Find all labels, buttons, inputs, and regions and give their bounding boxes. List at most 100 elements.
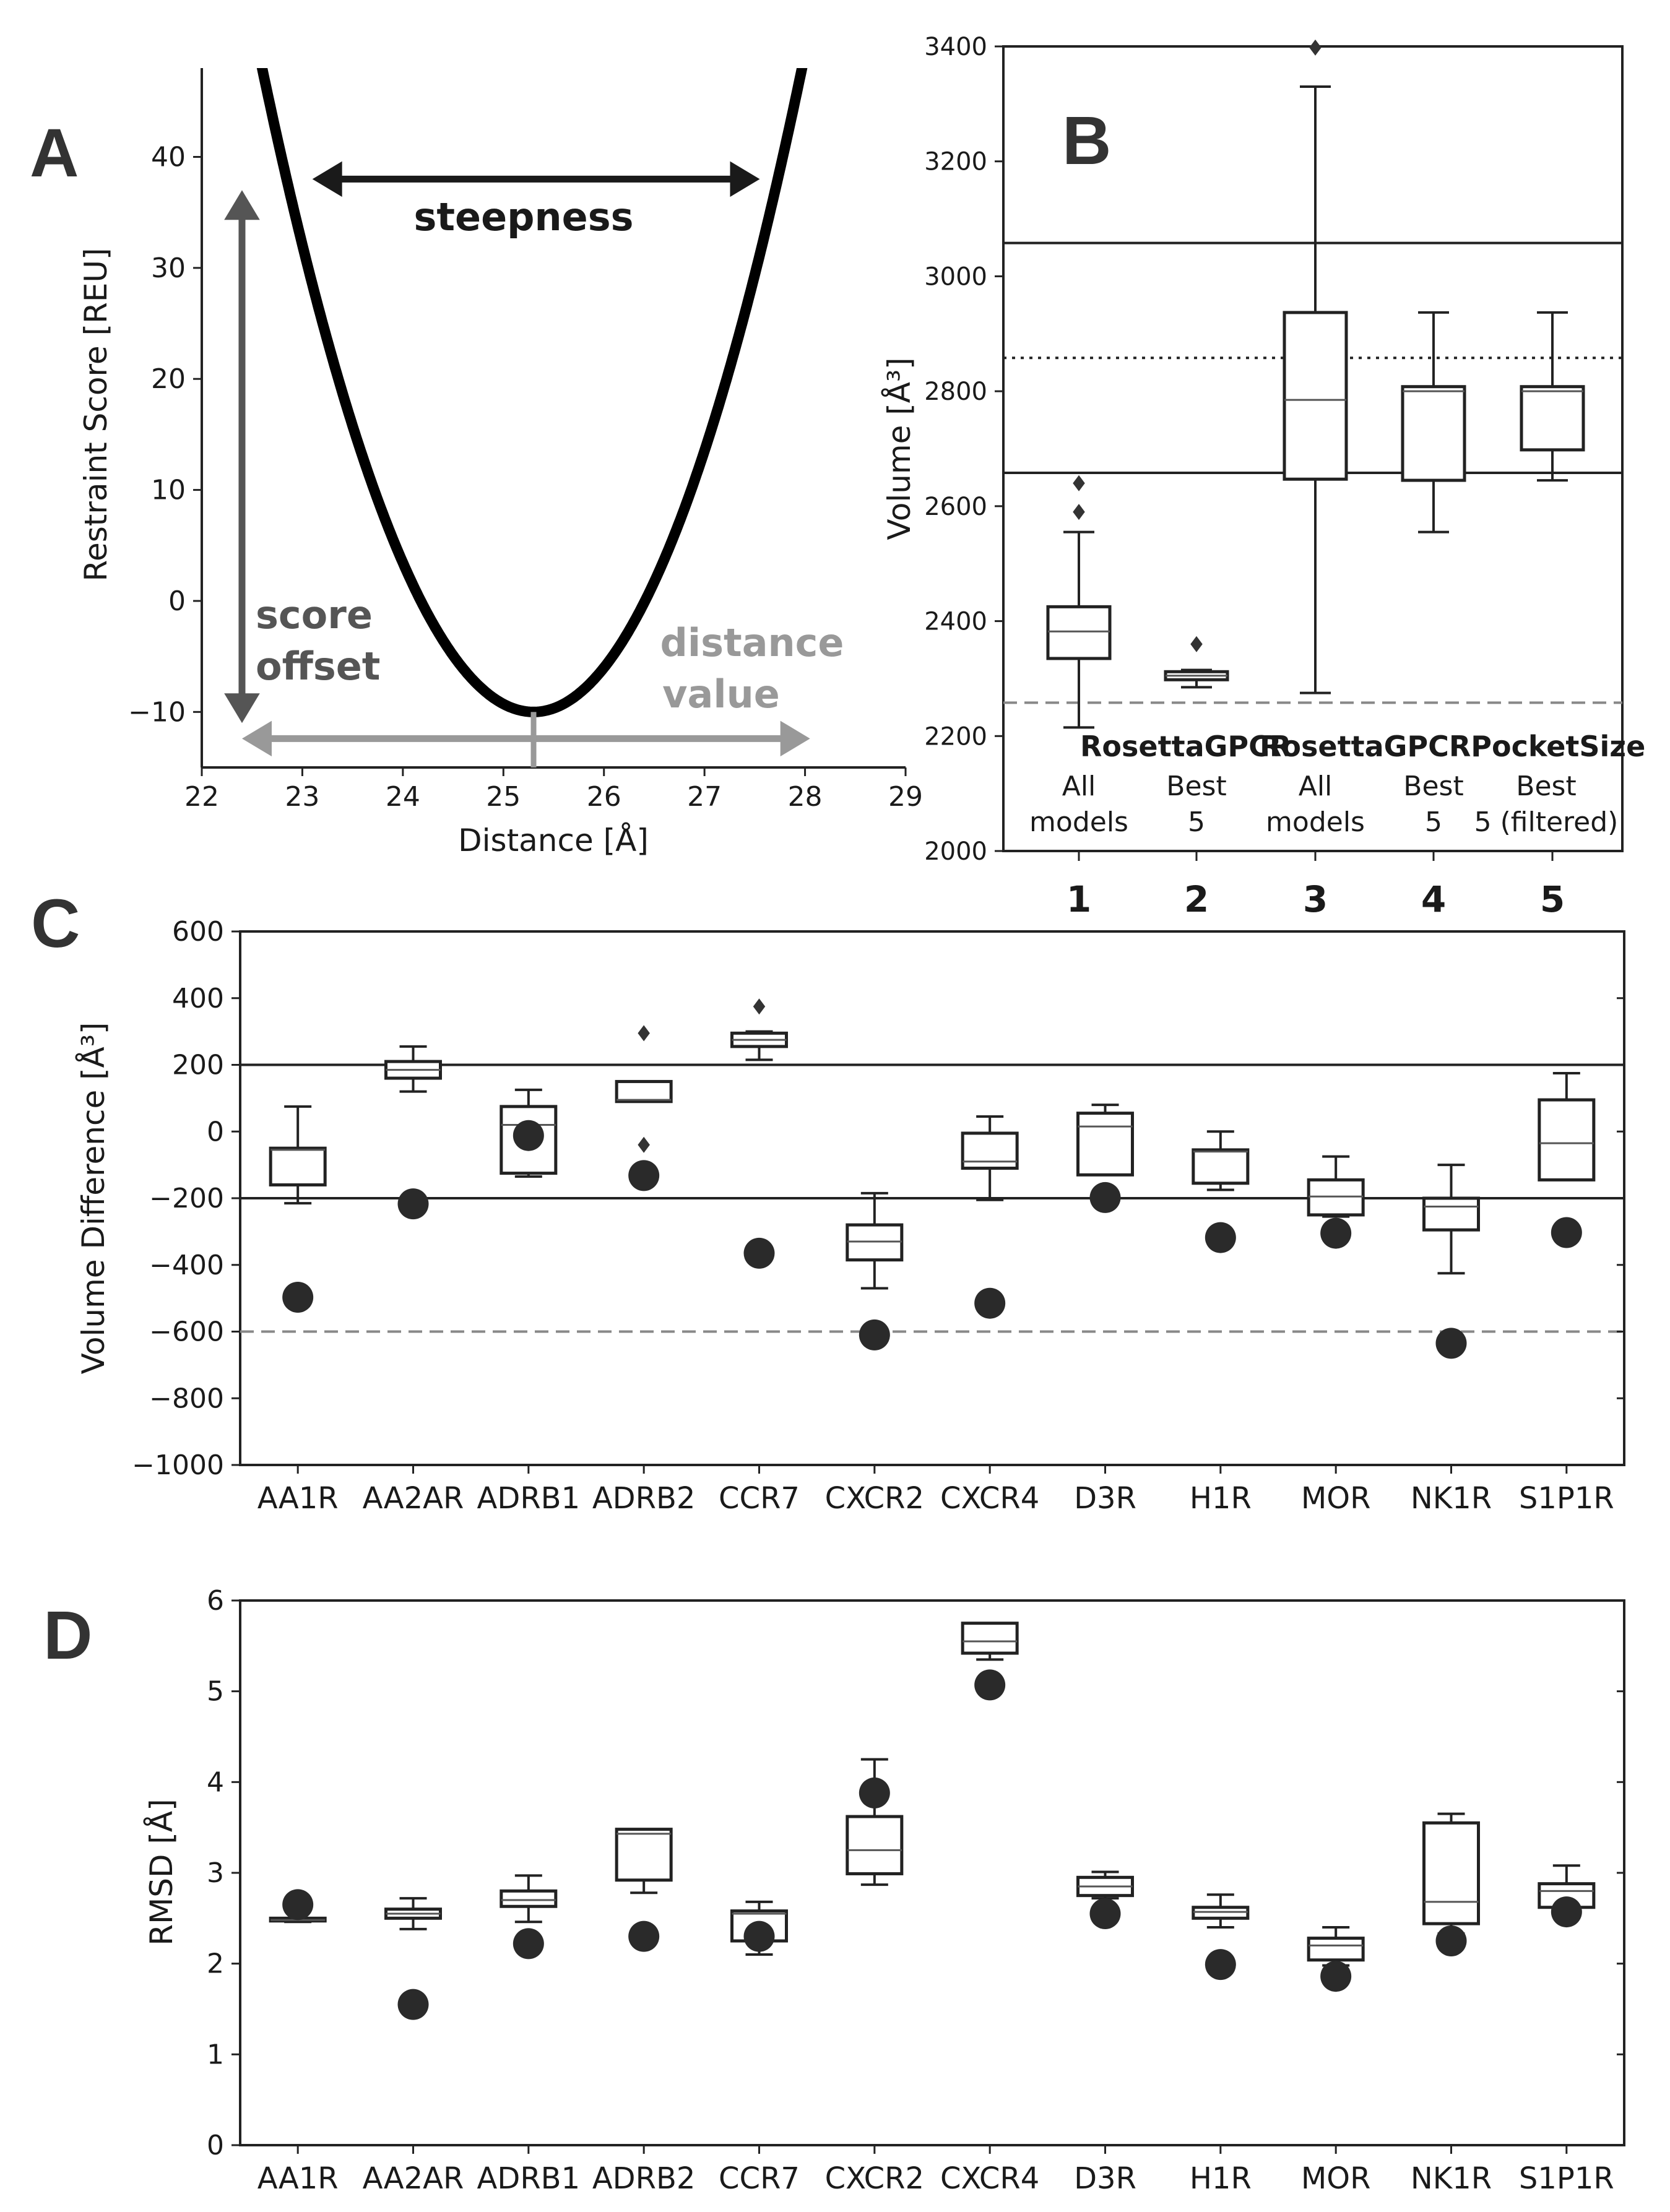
panel-d-category-label: CXCR2 xyxy=(825,2161,924,2196)
score-offset-arrow-head xyxy=(224,693,260,724)
panel-d-point xyxy=(513,1928,544,1959)
panel-d-point xyxy=(743,1920,775,1952)
panel-d-box-body xyxy=(1307,1937,1365,1962)
panel-c-category-label: S1P1R xyxy=(1519,1481,1614,1516)
panel-c-point xyxy=(1205,1222,1236,1253)
panel-b-y-tick-label: 3000 xyxy=(924,262,987,291)
panel-d-y-tick-label: 4 xyxy=(207,1766,224,1798)
distance-value-label-line2: value xyxy=(662,672,780,717)
panel-a-y-tick-label: −10 xyxy=(128,696,186,728)
panel-d-point xyxy=(1205,1949,1236,1981)
steepness-arrow-head xyxy=(730,161,760,197)
panel-c-point xyxy=(859,1319,890,1350)
panel-d-y-ticks: 0 1 2 3 4 5 6 xyxy=(207,1585,1624,2161)
panel-b-y-tick-label: 2600 xyxy=(924,493,987,521)
panel-c-point xyxy=(282,1282,314,1313)
panel-a-x-tick-label: 29 xyxy=(888,781,923,813)
panel-b-category-number: 2 xyxy=(1184,878,1209,920)
panel-b-category-numbers: 1 2 3 4 5 xyxy=(1066,878,1565,920)
panel-a-x-tick-label: 22 xyxy=(184,781,219,813)
panel-a-x-tick-label: 25 xyxy=(486,781,521,813)
panel-d-y-tick-label: 5 xyxy=(207,1676,224,1708)
panel-c-box-6 xyxy=(846,1191,904,1290)
panel-b-box-body xyxy=(1401,385,1466,482)
panel-a-y-tick-label: 40 xyxy=(151,141,186,173)
panel-d-y-tick-label: 6 xyxy=(207,1585,224,1617)
panel-b-sub-label: All xyxy=(1062,771,1096,802)
panel-a-x-tick-label: 27 xyxy=(687,781,722,813)
panel-b-sub-label: models xyxy=(1029,806,1128,838)
panel-b-box-2 xyxy=(1164,636,1229,689)
panel-c-box-body xyxy=(1192,1148,1250,1185)
panel-c-y-tick-label: −200 xyxy=(149,1183,224,1214)
panel-c-category-label: CXCR2 xyxy=(825,1481,924,1516)
panel-a-x-tick-label: 24 xyxy=(386,781,420,813)
panel-d-y-axis-label: RMSD [Å] xyxy=(144,1799,180,1945)
panel-c-boxes xyxy=(269,998,1596,1290)
panel-c-outlier xyxy=(638,1025,650,1042)
panel-c-point xyxy=(743,1237,775,1269)
panel-c-box-body xyxy=(1422,1196,1480,1232)
panel-b-x-ticks xyxy=(1078,851,1554,861)
panel-c-category-label: D3R xyxy=(1074,1481,1136,1516)
panel-c-y-tick-label: −1000 xyxy=(132,1449,224,1481)
panel-d-box-body xyxy=(500,1889,558,1908)
panel-c-box-body xyxy=(1076,1112,1134,1177)
panel-c-category-label: CCR7 xyxy=(719,1481,800,1516)
panel-a-x-ticks: 22 23 24 25 26 27 28 29 xyxy=(184,767,923,813)
panel-c-box-3 xyxy=(500,1088,558,1178)
panel-d-category-label: AA1R xyxy=(257,2161,339,2196)
panel-c-y-ticks: −1000 −800 −600 −400 −200 0 200 400 600 xyxy=(132,916,1624,1481)
panel-b-y-tick-label: 3400 xyxy=(924,33,987,61)
panel-d-category-label: D3R xyxy=(1074,2161,1136,2196)
panel-d-points xyxy=(282,1669,1582,2020)
score-offset-label-line2: offset xyxy=(256,644,380,689)
panel-c-category-label: CXCR4 xyxy=(940,1481,1039,1516)
panel-b-sub-label: Best xyxy=(1516,771,1576,802)
panel-b-box-body xyxy=(1283,311,1348,481)
steepness-label: steepness xyxy=(413,194,633,240)
panel-b-y-tick-label: 3200 xyxy=(924,148,987,176)
panel-d-category-label: H1R xyxy=(1190,2161,1252,2196)
panel-d-box-body xyxy=(846,1815,904,1875)
distance-value-arrow xyxy=(241,720,810,757)
panel-d-point xyxy=(1089,1898,1121,1929)
panel-d-point xyxy=(282,1889,314,1920)
panel-c-box-body xyxy=(615,1079,673,1104)
distance-value-label-line1: distance xyxy=(660,620,844,665)
score-offset-arrow xyxy=(224,190,260,724)
panel-a-axes xyxy=(201,68,906,769)
panel-c-box-7 xyxy=(961,1115,1019,1201)
panel-d-y-tick-label: 2 xyxy=(207,1948,224,1980)
panel-b-sub-labels: All models Best 5 All models Best 5 Best 5 (filte… xyxy=(1029,771,1618,838)
group-label-rosettagpcrpocketsize: RosettaGPCRPocketSize xyxy=(1260,730,1645,763)
panel-c-point xyxy=(974,1287,1006,1319)
panel-b: B 2000 2200 2400 2600 2800 3000 3200 3400 Roset… xyxy=(881,33,1645,920)
steepness-arrow xyxy=(312,161,760,197)
panel-d-letter: D xyxy=(43,1597,92,1674)
panel-a-y-tick-label: 10 xyxy=(151,475,186,506)
panel-a-y-tick-label: 30 xyxy=(151,253,186,284)
panel-b-outlier xyxy=(1190,636,1203,652)
panel-b-letter: B xyxy=(1062,103,1111,179)
panel-a-annotations xyxy=(224,161,810,767)
panel-d-category-label: CXCR4 xyxy=(940,2161,1039,2196)
panel-d-box-body xyxy=(961,1622,1019,1655)
panel-b-category-number: 1 xyxy=(1066,878,1091,920)
panel-d-point xyxy=(1320,1961,1352,1992)
panel-b-category-number: 3 xyxy=(1303,878,1328,920)
panel-c-y-tick-label: −800 xyxy=(149,1383,224,1414)
panel-d-box-10 xyxy=(1307,1926,1365,1967)
panel-a: A 22 23 24 25 26 27 28 29 −10 0 10 20 30 40 steepnes… xyxy=(30,68,923,858)
panel-c-y-tick-label: 600 xyxy=(172,916,224,948)
panel-c-points xyxy=(282,1120,1582,1359)
panel-d-box-11 xyxy=(1422,1812,1480,1935)
panel-b-category-number: 4 xyxy=(1421,878,1446,920)
panel-d-box-3 xyxy=(500,1874,558,1924)
panel-b-category-number: 5 xyxy=(1540,878,1565,920)
panel-b-boxes xyxy=(1046,39,1585,729)
panel-d-box-body xyxy=(615,1828,673,1882)
score-offset-label-line1: score xyxy=(256,592,373,637)
panel-c-category-label: AA1R xyxy=(257,1481,339,1516)
panel-b-sub-label: All xyxy=(1299,771,1333,802)
